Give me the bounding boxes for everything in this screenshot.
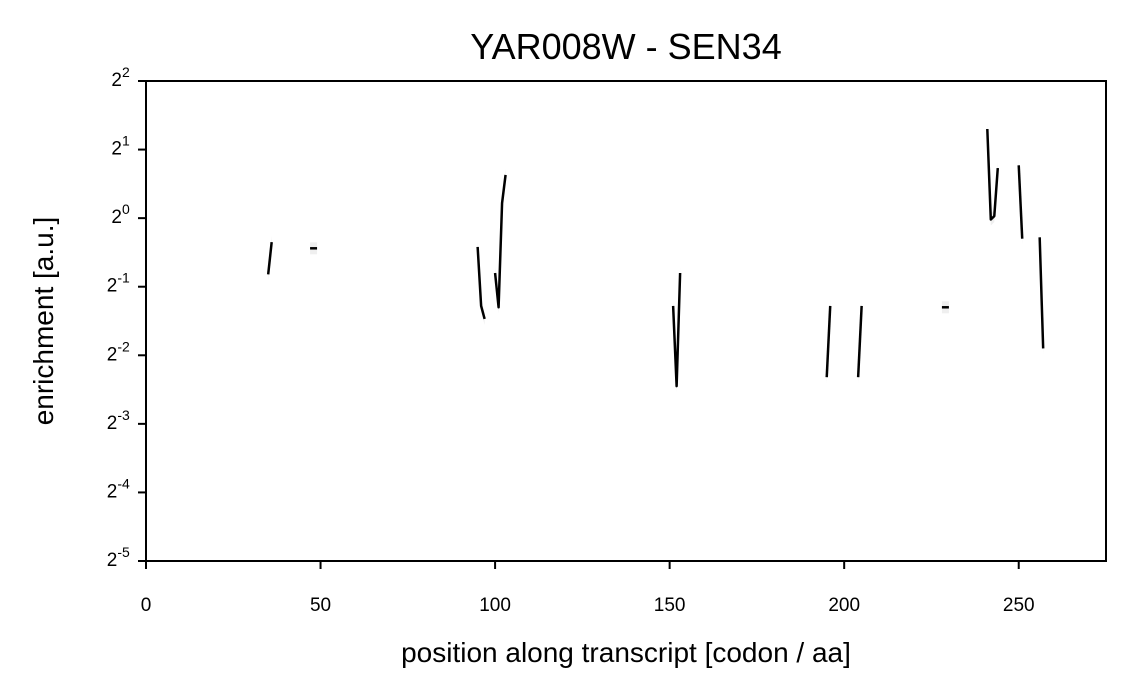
x-tick-label: 250 [1003, 595, 1035, 616]
x-tick-label: 150 [654, 595, 686, 616]
series-line-segment [825, 305, 832, 378]
data-lines [266, 128, 1045, 388]
y-tick-label: 2-4 [107, 475, 130, 502]
x-tick-label: 50 [310, 595, 331, 616]
y-tick-label: 22 [111, 64, 130, 91]
series-line-segment [1038, 237, 1045, 349]
x-axis-label: position along transcript [codon / aa] [401, 637, 851, 668]
series-line-segment [493, 174, 507, 309]
x-axis: 0 50 100 150 200 250 [141, 561, 1035, 616]
y-tick-label: 2-1 [107, 270, 130, 297]
x-tick-label: 200 [828, 595, 860, 616]
series-line-segment [266, 242, 273, 275]
series-line-segment [476, 246, 486, 320]
y-axis-label: enrichment [a.u.] [28, 217, 59, 426]
y-tick-label: 2-5 [107, 544, 130, 571]
y-tick-label: 20 [111, 201, 130, 228]
confidence-bands [268, 123, 1044, 393]
plot-frame [145, 80, 1107, 562]
x-tick-label: 0 [141, 595, 152, 616]
y-tick-label: 2-2 [107, 338, 130, 365]
series-line-segment [986, 128, 1000, 221]
y-tick-label: 21 [111, 133, 130, 160]
series-line-segment [671, 272, 682, 388]
series-line-segment [1017, 165, 1024, 239]
y-axis: 2-5 2-4 2-3 2-2 2-1 20 21 22 [107, 64, 146, 571]
x-tick-label: 100 [479, 595, 511, 616]
y-tick-label: 2-3 [107, 407, 130, 434]
chart-title: YAR008W - SEN34 [470, 26, 781, 67]
series-line-segment [856, 305, 863, 378]
